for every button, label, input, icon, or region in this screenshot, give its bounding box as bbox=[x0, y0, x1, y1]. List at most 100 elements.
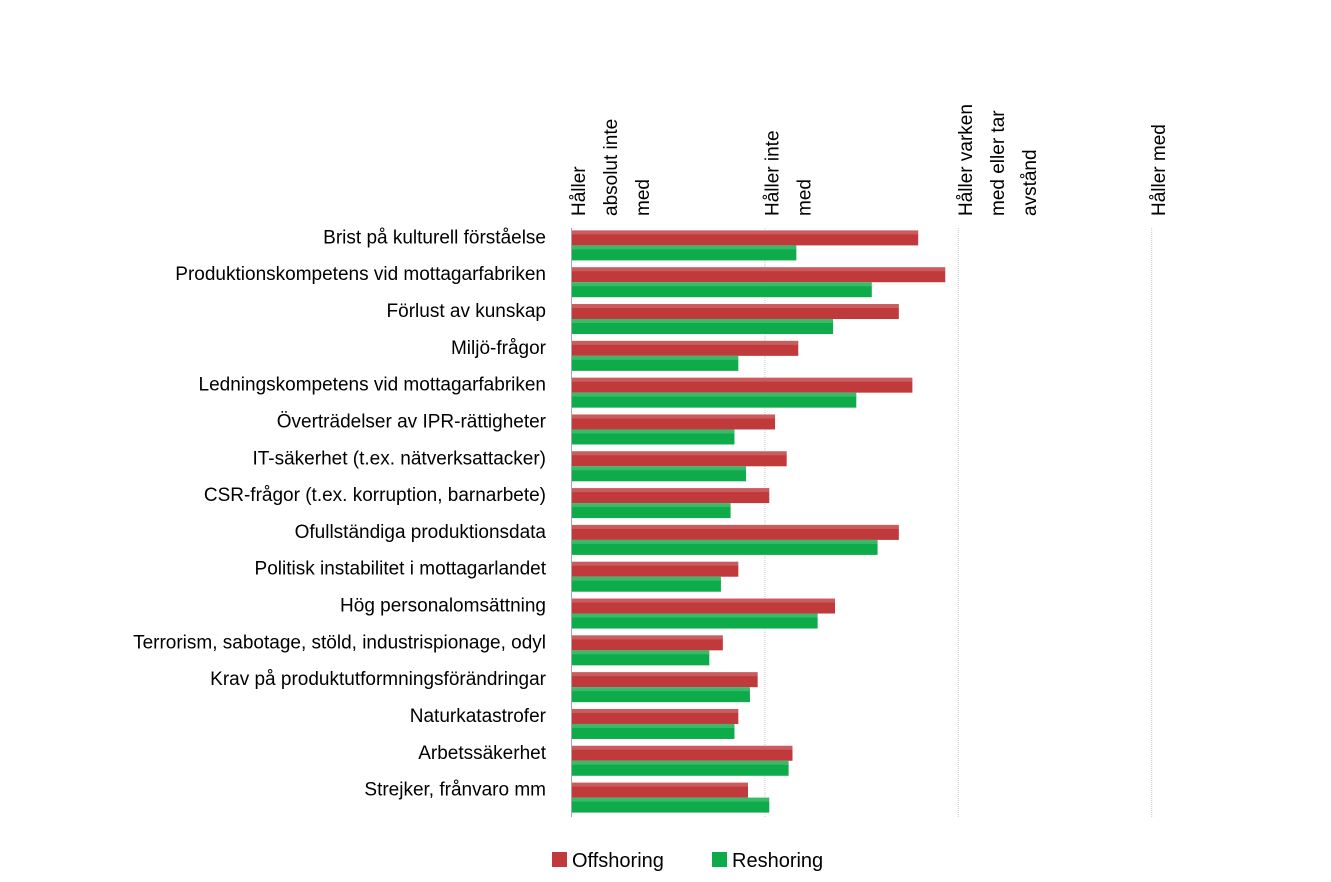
bar-highlight bbox=[572, 723, 735, 728]
bar-reshoring bbox=[572, 245, 797, 261]
legend-item-offshoring: Offshoring bbox=[552, 850, 664, 872]
bar-highlight bbox=[572, 319, 834, 324]
bar-highlight bbox=[572, 613, 818, 618]
category-label: Brist på kulturell förståelse bbox=[323, 227, 546, 248]
bar-highlight bbox=[572, 429, 735, 434]
bar-highlight bbox=[572, 503, 731, 508]
bar-highlight bbox=[572, 340, 799, 345]
bar-highlight bbox=[572, 561, 739, 566]
bar-offshoring bbox=[572, 524, 899, 540]
bar-reshoring bbox=[572, 760, 789, 776]
bar-highlight bbox=[572, 282, 872, 287]
bar-highlight bbox=[572, 466, 747, 471]
bar-reshoring bbox=[572, 429, 735, 445]
bar-reshoring bbox=[572, 723, 735, 739]
bar-highlight bbox=[572, 355, 739, 360]
category-label: Strejker, frånvaro mm bbox=[364, 780, 546, 801]
tick-label-line: absolut inte bbox=[601, 119, 622, 216]
bar-highlight bbox=[572, 451, 787, 456]
legend-item-reshoring: Reshoring bbox=[712, 850, 823, 872]
tick-label-line: med bbox=[794, 179, 815, 216]
bar-offshoring bbox=[572, 708, 739, 724]
bar-highlight bbox=[572, 745, 793, 750]
tick-label-line: med bbox=[633, 179, 654, 216]
category-label: IT-säkerhet (t.ex. nätverksattacker) bbox=[252, 448, 546, 469]
legend: Offshoring Reshoring bbox=[552, 850, 823, 872]
bar-highlight bbox=[572, 524, 899, 529]
bar-reshoring bbox=[572, 797, 770, 813]
bar-reshoring bbox=[572, 355, 739, 371]
bar-highlight bbox=[572, 230, 919, 235]
bar-offshoring bbox=[572, 672, 758, 688]
bar-reshoring bbox=[572, 539, 878, 555]
bars bbox=[572, 230, 946, 813]
bar-offshoring bbox=[572, 267, 946, 283]
bar-reshoring bbox=[572, 466, 747, 482]
category-label: Förlust av kunskap bbox=[387, 301, 546, 322]
bar-highlight bbox=[572, 539, 878, 544]
bar-reshoring bbox=[572, 503, 731, 519]
bar-offshoring bbox=[572, 377, 913, 393]
bar-highlight bbox=[572, 635, 723, 640]
bar-highlight bbox=[572, 245, 797, 250]
category-label: Politisk instabilitet i mottagarlandet bbox=[255, 559, 547, 580]
bar-highlight bbox=[572, 708, 739, 713]
tick-label: Håller med bbox=[1149, 124, 1170, 216]
bar-offshoring bbox=[572, 561, 739, 577]
bar-reshoring bbox=[572, 687, 750, 703]
bar-offshoring bbox=[572, 230, 919, 246]
tick-label-line: Håller bbox=[569, 166, 590, 216]
bar-highlight bbox=[572, 304, 899, 309]
category-label: Hög personalomsättning bbox=[340, 596, 546, 617]
bar-offshoring bbox=[572, 340, 799, 356]
bar-offshoring bbox=[572, 782, 748, 798]
category-labels: Brist på kulturell förståelse Produktions… bbox=[133, 227, 547, 800]
bar-highlight bbox=[572, 267, 946, 272]
bar-highlight bbox=[572, 488, 770, 493]
category-label: Miljö-frågor bbox=[451, 338, 547, 359]
bar-reshoring bbox=[572, 613, 818, 629]
bar-highlight bbox=[572, 392, 857, 397]
tick-label-line: Håller med bbox=[1149, 124, 1170, 216]
bar-offshoring bbox=[572, 635, 723, 651]
x-axis-tick-labels: Håller absolut inte med Håller inte med Hålle… bbox=[569, 104, 1170, 216]
tick-label-line: med eller tar bbox=[988, 110, 1009, 216]
bar-highlight bbox=[572, 414, 776, 419]
tick-label: Håller inte med bbox=[762, 130, 815, 216]
bar-highlight bbox=[572, 782, 748, 787]
category-label: Terrorism, sabotage, stöld, industrispio… bbox=[133, 632, 546, 653]
bar-reshoring bbox=[572, 282, 872, 298]
bar-highlight bbox=[572, 377, 913, 382]
category-label: Arbetssäkerhet bbox=[418, 743, 547, 764]
bar-highlight bbox=[572, 598, 836, 603]
legend-label: Offshoring bbox=[572, 850, 664, 872]
bar-highlight bbox=[572, 650, 710, 655]
category-label: Överträdelser av IPR-rättigheter bbox=[277, 411, 547, 432]
bar-reshoring bbox=[572, 650, 710, 666]
bar-offshoring bbox=[572, 414, 776, 430]
bar-offshoring bbox=[572, 745, 793, 761]
category-label: Naturkatastrofer bbox=[410, 706, 547, 727]
bar-highlight bbox=[572, 797, 770, 802]
legend-swatch bbox=[712, 852, 727, 867]
category-label: Produktionskompetens vid mottagarfabrike… bbox=[175, 264, 546, 285]
category-label: Ledningskompetens vid mottagarfabriken bbox=[199, 375, 546, 396]
bar-reshoring bbox=[572, 392, 857, 408]
category-label: CSR-frågor (t.ex. korruption, barnarbete… bbox=[204, 485, 546, 506]
category-label: Ofullständiga produktionsdata bbox=[295, 522, 547, 543]
bar-offshoring bbox=[572, 304, 899, 320]
bar-offshoring bbox=[572, 598, 836, 614]
bar-highlight bbox=[572, 672, 758, 677]
bar-reshoring bbox=[572, 576, 721, 592]
legend-swatch bbox=[552, 852, 567, 867]
bar-highlight bbox=[572, 576, 721, 581]
tick-label-line: Håller inte bbox=[762, 130, 783, 216]
tick-label: Håller absolut inte med bbox=[569, 119, 654, 216]
legend-label: Reshoring bbox=[732, 850, 823, 872]
bar-offshoring bbox=[572, 488, 770, 504]
category-label: Krav på produktutformningsförändringar bbox=[210, 669, 547, 690]
tick-label-line: avstånd bbox=[1020, 149, 1041, 216]
tick-label-line: Håller varken bbox=[956, 104, 977, 216]
bar-reshoring bbox=[572, 319, 834, 335]
